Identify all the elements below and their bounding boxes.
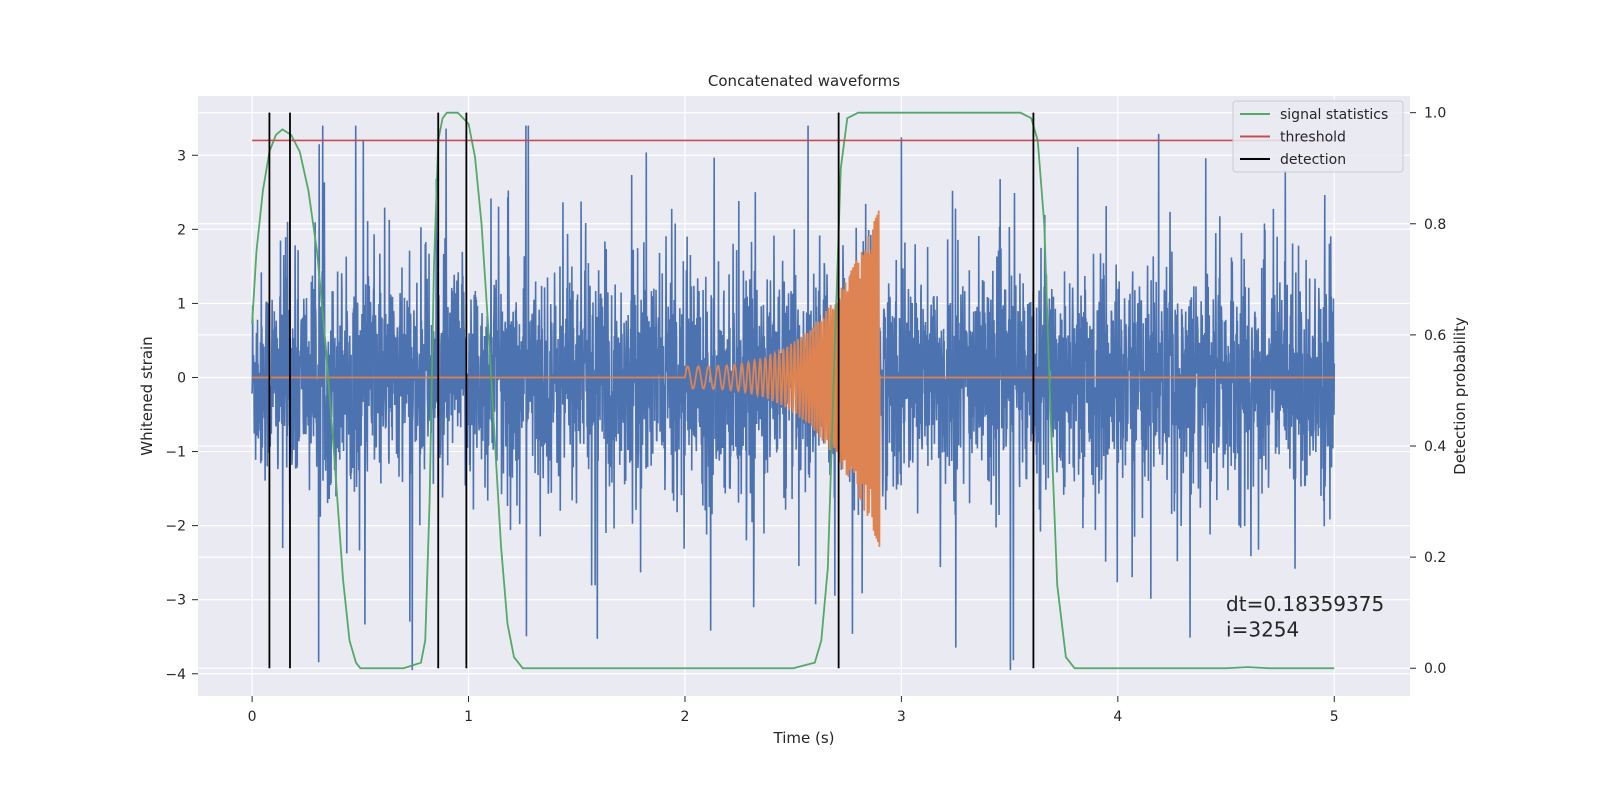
y-tick-label: −3	[165, 593, 186, 609]
x-tick-label: 5	[1330, 709, 1339, 725]
y-right-tick-label: 1.0	[1424, 106, 1446, 122]
annotation-text: dt=0.18359375	[1226, 592, 1384, 616]
plot-content	[251, 111, 1336, 671]
y-right-tick-label: 0.6	[1424, 328, 1446, 344]
x-tick-label: 4	[1113, 709, 1122, 725]
x-tick-label: 3	[897, 709, 906, 725]
y-right-tick-label: 0.2	[1424, 550, 1446, 566]
y-tick-label: −1	[165, 445, 186, 461]
x-tick-label: 1	[464, 709, 473, 725]
y-right-tick-label: 0.8	[1424, 217, 1446, 233]
legend-box	[1232, 100, 1404, 173]
y-tick-label: 0	[177, 370, 186, 386]
legend-label: signal statistics	[1280, 107, 1388, 123]
y-axis-label-right: Detection probability	[1451, 317, 1469, 475]
x-axis-label: Time (s)	[773, 729, 835, 747]
y-right-tick-label: 0.4	[1424, 439, 1446, 455]
legend-label: threshold	[1280, 130, 1346, 146]
x-tick-label: 2	[681, 709, 690, 725]
y-right-tick-label: 0.0	[1424, 661, 1446, 677]
y-axis-label: Whitened strain	[138, 336, 156, 455]
annotations: dt=0.18359375 i=3254	[1226, 592, 1384, 642]
y-tick-label: 1	[177, 296, 186, 312]
legend: signal statistics threshold detection	[1232, 100, 1404, 173]
legend-label: detection	[1280, 152, 1346, 168]
y-tick-label: 2	[177, 222, 186, 238]
chart-title: Concatenated waveforms	[708, 72, 900, 90]
annotation-text: i=3254	[1226, 618, 1299, 642]
x-tick-label: 0	[248, 709, 257, 725]
y-tick-label: −2	[165, 519, 186, 535]
y-tick-label: 3	[177, 148, 186, 164]
axes: 0 1 2 3 4 5 −4 −3 −2 −1 0 1 2 3 0.0 0.2 0.4 0.6 0.8 1.0	[165, 106, 1446, 725]
y-tick-label: −4	[165, 667, 186, 683]
